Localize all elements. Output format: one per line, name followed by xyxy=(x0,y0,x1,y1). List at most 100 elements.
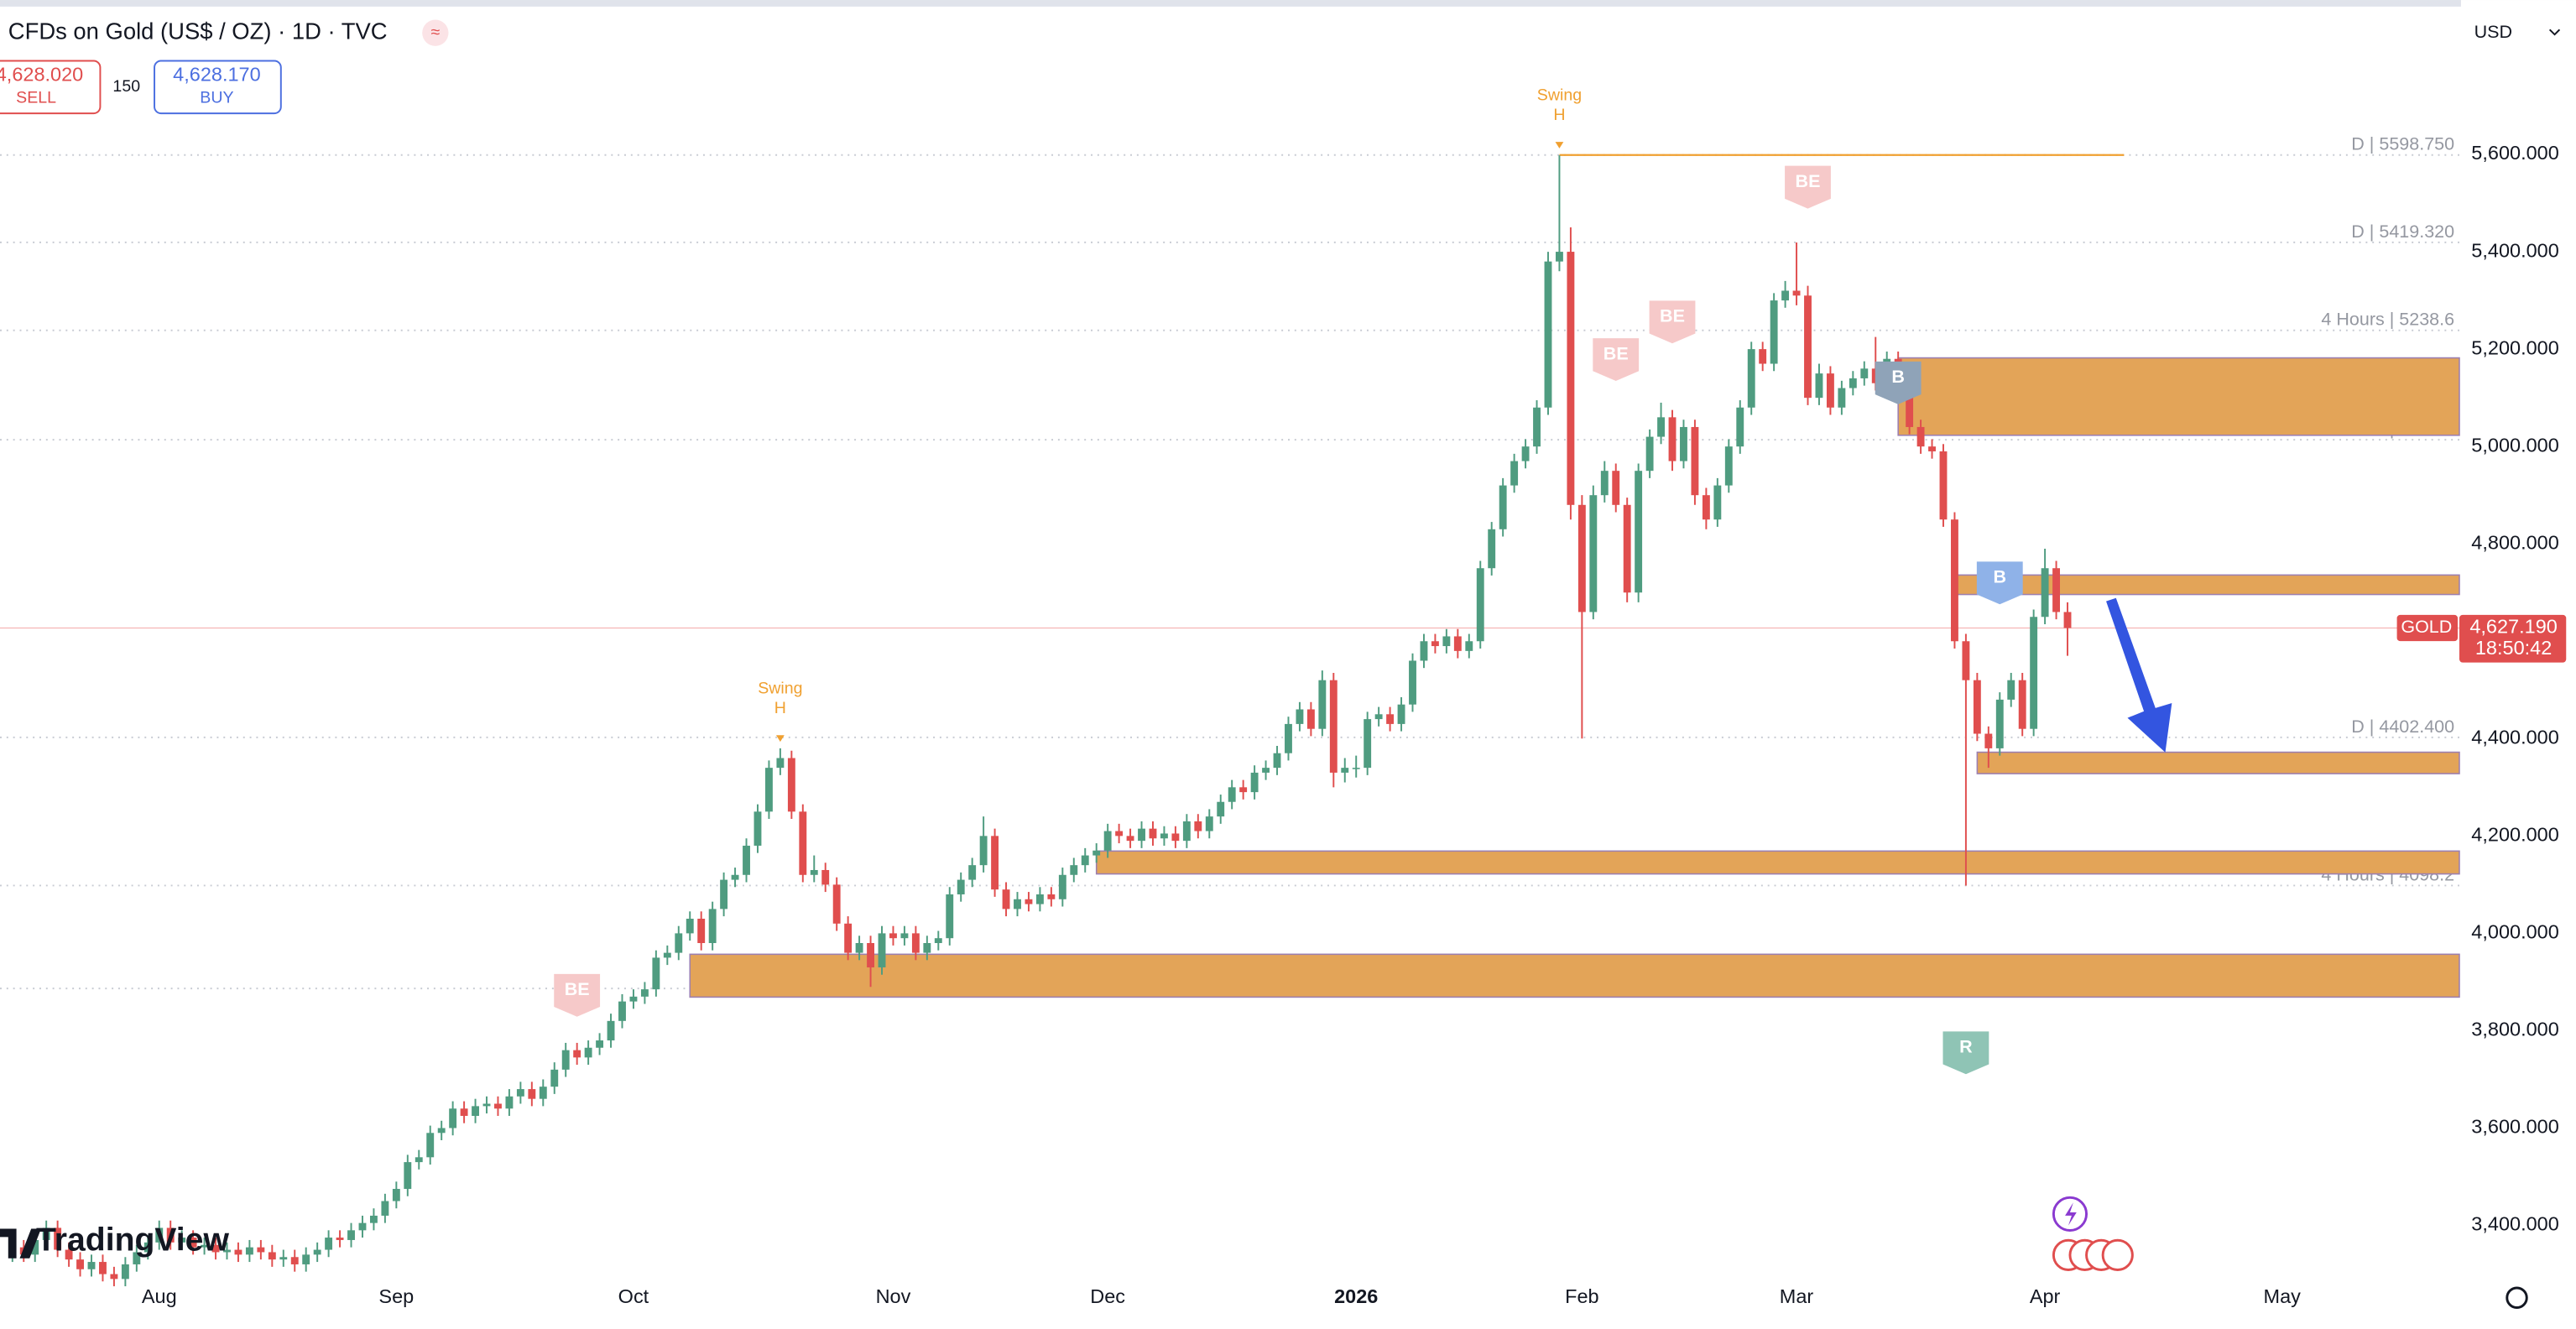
candle-body xyxy=(1736,407,1744,447)
candle-body xyxy=(731,874,739,880)
candle-body xyxy=(1589,495,1598,612)
candle-body xyxy=(1262,768,1270,773)
level-label: D | 5598.750 xyxy=(2351,134,2454,154)
candle-body xyxy=(539,1087,547,1099)
candle-body xyxy=(911,933,920,953)
candle-body xyxy=(392,1189,400,1201)
level-label: 4 Hours | 5238.6 xyxy=(2321,310,2454,330)
economic-events[interactable] xyxy=(2052,1238,2134,1271)
swing-label: Swing xyxy=(1537,86,1582,104)
candle-body xyxy=(652,957,660,990)
candle-body xyxy=(1556,252,1563,262)
level-label: D | 5419.320 xyxy=(2351,222,2454,242)
candle-body xyxy=(855,943,863,953)
zone xyxy=(1976,751,2460,774)
candle-body xyxy=(957,879,965,894)
candle-body xyxy=(369,1215,378,1223)
candle-body xyxy=(550,1069,559,1087)
candle-body xyxy=(110,1274,118,1279)
candle-body xyxy=(1951,519,1958,642)
marker-badge xyxy=(1785,165,1831,209)
candle-body xyxy=(1352,768,1360,769)
candle-body xyxy=(1409,660,1416,705)
candle-body xyxy=(1962,641,1970,680)
candle-body xyxy=(178,1238,186,1243)
candle-body xyxy=(844,923,853,953)
candle-body xyxy=(618,1001,626,1021)
candle-body xyxy=(42,1227,50,1240)
x-tick-label: May xyxy=(2264,1285,2302,1307)
candle-body xyxy=(189,1238,197,1248)
candle-body xyxy=(1205,816,1213,831)
y-tick-label: 5,000.000 xyxy=(2471,434,2558,456)
candle-body xyxy=(1453,636,1462,651)
candle-body xyxy=(426,1133,435,1158)
candle-body xyxy=(143,1242,152,1253)
candle-body xyxy=(1306,709,1315,729)
candle-body xyxy=(832,884,841,924)
logo-text: TradingView xyxy=(36,1222,229,1259)
candle-body xyxy=(889,933,897,939)
candle-body xyxy=(1431,641,1439,647)
candle-body xyxy=(1182,821,1191,842)
candle-body xyxy=(1499,485,1507,529)
y-tick-label: 4,400.000 xyxy=(2471,727,2558,748)
candle-body xyxy=(1250,772,1259,793)
y-tick-label: 4,800.000 xyxy=(2471,531,2558,553)
candle-body xyxy=(1849,378,1857,388)
candle-body xyxy=(1149,828,1157,839)
candle-body xyxy=(1160,833,1168,839)
price-axis-bg xyxy=(2460,0,2576,1329)
settings-icon[interactable] xyxy=(2506,1286,2528,1309)
candle-body xyxy=(2041,568,2049,618)
candle-body xyxy=(54,1227,62,1250)
candle-body xyxy=(1239,787,1248,793)
candle-body xyxy=(1228,787,1236,802)
candle-body xyxy=(1364,719,1372,769)
candle-body xyxy=(121,1264,129,1279)
candle-body xyxy=(1035,894,1044,904)
candle-body xyxy=(1916,426,1925,447)
y-tick-label: 3,800.000 xyxy=(2471,1019,2558,1040)
candle-body xyxy=(1397,704,1405,724)
candle-body xyxy=(460,1108,468,1116)
candle-body xyxy=(1713,485,1722,520)
candle-body xyxy=(968,865,977,880)
candle-body xyxy=(1126,836,1134,842)
level-label: D | 4402.400 xyxy=(2351,717,2454,737)
sell-button[interactable] xyxy=(0,60,102,115)
currency: USD xyxy=(2474,22,2512,42)
zone xyxy=(689,953,2460,998)
candle-body xyxy=(1081,855,1089,866)
candle-body xyxy=(472,1106,479,1116)
candle-body xyxy=(663,952,671,958)
candle-body xyxy=(1544,261,1552,408)
zone xyxy=(1953,574,2460,596)
candle-body xyxy=(1668,417,1676,461)
candle-body xyxy=(1047,894,1056,899)
candle-body xyxy=(1465,641,1473,651)
candle-body xyxy=(629,996,638,1002)
marker-badge xyxy=(1649,300,1696,344)
marker-badge xyxy=(554,973,601,1017)
marker-badge xyxy=(1875,361,1922,404)
currency-select[interactable] xyxy=(2464,13,2573,53)
candle-body xyxy=(1973,680,1981,734)
candle-body xyxy=(31,1239,39,1255)
drawn-arrow xyxy=(2106,597,2172,753)
candle-body xyxy=(1374,714,1383,720)
buy-button[interactable] xyxy=(154,60,282,115)
candle-body xyxy=(640,989,649,997)
candle-body xyxy=(1476,568,1484,642)
candle-body xyxy=(516,1089,524,1097)
candle-body xyxy=(313,1249,321,1255)
candle-body xyxy=(1984,733,1993,748)
zone xyxy=(1095,850,2460,875)
swing-pointer xyxy=(776,735,785,743)
candle-body xyxy=(787,758,795,812)
candle-body xyxy=(1341,768,1349,773)
candle-body xyxy=(799,811,807,875)
candle-body xyxy=(1115,831,1124,836)
